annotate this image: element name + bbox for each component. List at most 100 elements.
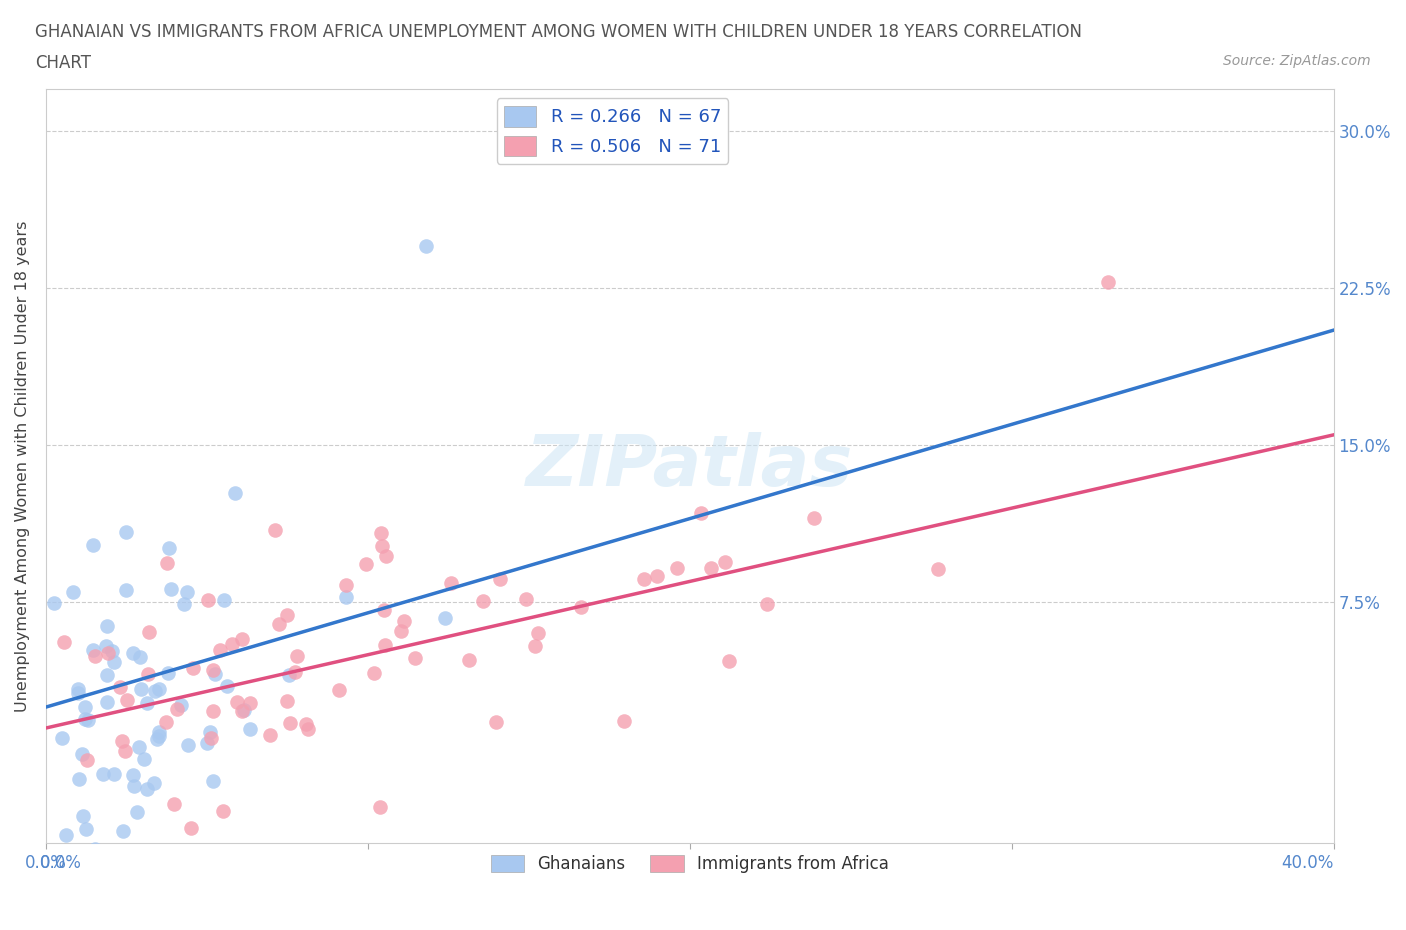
Point <box>51 730 73 745</box>
Point <box>328 683 350 698</box>
Point <box>201 662 224 677</box>
Point <box>373 602 395 617</box>
Point <box>70 747 93 762</box>
Point <box>201 774 224 789</box>
Point <box>82 643 104 658</box>
Point <box>374 638 396 653</box>
Point <box>97 645 120 660</box>
Point <box>148 724 170 739</box>
Point <box>370 526 392 541</box>
Point <box>148 681 170 696</box>
Text: 40.0%: 40.0% <box>1281 854 1333 871</box>
Point <box>121 857 143 871</box>
Point <box>96 694 118 709</box>
Point <box>170 698 193 712</box>
Point <box>569 600 592 615</box>
Legend: Ghanaians, Immigrants from Africa: Ghanaians, Immigrants from Africa <box>484 848 896 880</box>
Point <box>72 808 94 823</box>
Point <box>114 583 136 598</box>
Point <box>129 682 152 697</box>
Point <box>200 731 222 746</box>
Point <box>103 766 125 781</box>
Point <box>138 625 160 640</box>
Point <box>212 592 235 607</box>
Point <box>335 590 357 604</box>
Point <box>363 666 385 681</box>
Point <box>195 736 218 751</box>
Point <box>82 537 104 551</box>
Text: GHANAIAN VS IMMIGRANTS FROM AFRICA UNEMPLOYMENT AMONG WOMEN WITH CHILDREN UNDER : GHANAIAN VS IMMIGRANTS FROM AFRICA UNEMP… <box>35 23 1083 41</box>
Point <box>371 538 394 553</box>
Point <box>177 737 200 752</box>
Point <box>122 645 145 660</box>
Point <box>276 693 298 708</box>
Point <box>259 727 281 742</box>
Point <box>155 714 177 729</box>
Point <box>53 634 76 649</box>
Point <box>458 653 481 668</box>
Point <box>515 591 537 606</box>
Point <box>84 648 107 663</box>
Point <box>713 555 735 570</box>
Point <box>101 644 124 658</box>
Point <box>75 821 97 836</box>
Point <box>112 824 135 839</box>
Point <box>278 716 301 731</box>
Point <box>717 654 740 669</box>
Point <box>197 593 219 608</box>
Point <box>700 561 723 576</box>
Point <box>96 639 118 654</box>
Point <box>75 711 97 726</box>
Point <box>633 571 655 586</box>
Point <box>392 614 415 629</box>
Point <box>375 549 398 564</box>
Point <box>276 608 298 623</box>
Point <box>267 617 290 631</box>
Text: Source: ZipAtlas.com: Source: ZipAtlas.com <box>1223 54 1371 68</box>
Point <box>297 722 319 737</box>
Point <box>91 766 114 781</box>
Point <box>204 667 226 682</box>
Point <box>160 581 183 596</box>
Point <box>181 660 204 675</box>
Point <box>755 597 778 612</box>
Point <box>67 772 90 787</box>
Point <box>284 664 307 679</box>
Point <box>404 651 426 666</box>
Point <box>122 767 145 782</box>
Point <box>114 743 136 758</box>
Text: ZIPatlas: ZIPatlas <box>526 432 853 500</box>
Point <box>157 540 180 555</box>
Point <box>209 643 232 658</box>
Point <box>368 800 391 815</box>
Point <box>166 701 188 716</box>
Point <box>803 511 825 525</box>
Text: CHART: CHART <box>35 54 91 72</box>
Point <box>96 668 118 683</box>
Point <box>135 696 157 711</box>
Point <box>927 561 949 576</box>
Point <box>180 820 202 835</box>
Point <box>278 668 301 683</box>
Point <box>527 626 550 641</box>
Point <box>287 649 309 664</box>
Point <box>489 572 512 587</box>
Point <box>202 703 225 718</box>
Point <box>111 733 134 748</box>
Point <box>76 752 98 767</box>
Point <box>76 713 98 728</box>
Point <box>645 568 668 583</box>
Point <box>128 739 150 754</box>
Point <box>146 732 169 747</box>
Point <box>215 678 238 693</box>
Point <box>354 556 377 571</box>
Point <box>263 523 285 538</box>
Point <box>471 593 494 608</box>
Point <box>231 703 253 718</box>
Point <box>225 695 247 710</box>
Point <box>485 714 508 729</box>
Point <box>690 505 713 520</box>
Point <box>62 585 84 600</box>
Point <box>103 655 125 670</box>
Point <box>73 699 96 714</box>
